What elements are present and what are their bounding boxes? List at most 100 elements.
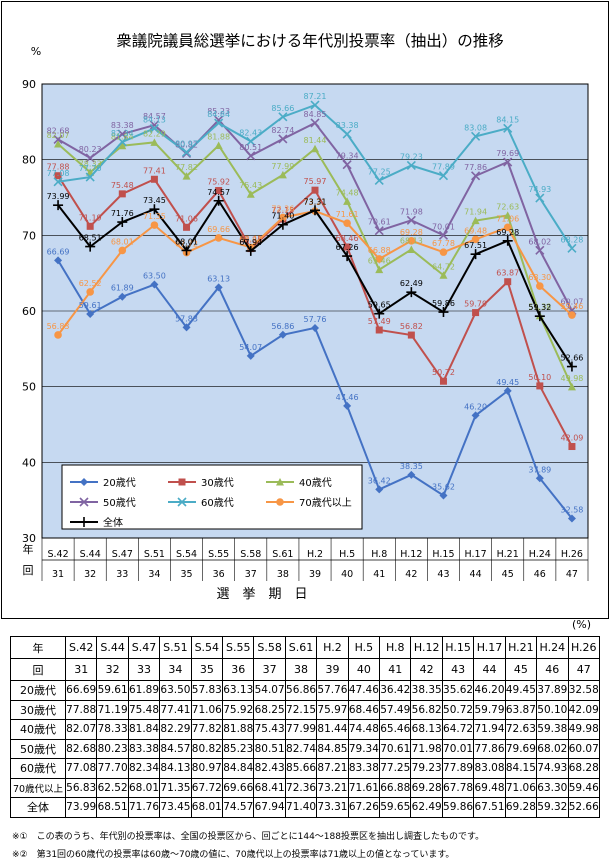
- data-labels: 66.69 59.61 61.89 63.50 57.83 63.13 54.07 56.86…: [47, 92, 584, 514]
- data-label: 82.34: [111, 129, 134, 138]
- data-point: [278, 112, 288, 122]
- y-tick-label: 60: [22, 305, 36, 318]
- table-row-header: 年: [10, 636, 66, 659]
- data-point: [182, 172, 191, 180]
- data-point: [568, 443, 576, 451]
- table-cell: 71.06: [504, 777, 538, 798]
- data-point: [342, 160, 352, 170]
- data-label: 84.84: [207, 110, 230, 119]
- data-label: 59.86: [432, 299, 455, 308]
- table-cell: 82.74: [284, 738, 318, 759]
- table-cell: 59.61: [96, 680, 129, 701]
- data-label: 47.46: [336, 393, 359, 402]
- legend-marker: [80, 478, 88, 486]
- table-cell: 32: [96, 658, 129, 681]
- table-cell: 67.94: [253, 797, 286, 818]
- data-point: [374, 226, 384, 236]
- table-cell: 40: [347, 658, 381, 681]
- table-cell: S.55: [222, 636, 255, 659]
- table-cell: 31: [64, 658, 98, 681]
- data-label: 59.61: [79, 301, 102, 310]
- data-point: [311, 323, 319, 332]
- x-tick-year: S.51: [144, 549, 165, 560]
- table-cell: 65.46: [379, 719, 412, 740]
- table-cell: 37.89: [536, 680, 569, 701]
- data-label: 80.82: [175, 140, 198, 149]
- x-tick-year: S.58: [240, 549, 261, 560]
- data-point: [181, 147, 192, 157]
- data-point: [535, 193, 545, 203]
- data-label: 77.70: [79, 164, 102, 173]
- x-tick-round: 43: [437, 569, 449, 580]
- table-cell: 59.86: [441, 797, 475, 818]
- data-label: 50.10: [528, 373, 551, 382]
- table-cell: 49.98: [567, 719, 600, 740]
- data-label: 82.07: [47, 131, 70, 140]
- table-cell: 68.01: [127, 777, 161, 798]
- data-label: 85.66: [271, 104, 294, 113]
- table-cell: 75.97: [316, 699, 349, 720]
- table-cell: 83.08: [473, 758, 506, 779]
- table-cell: H.21: [504, 636, 538, 659]
- table-cell: 44: [473, 658, 506, 681]
- table-cell: 45: [504, 658, 538, 681]
- data-label: 63.30: [528, 273, 551, 282]
- data-label: 73.99: [47, 192, 70, 201]
- data-point: [471, 411, 480, 420]
- table-cell: 72.63: [504, 719, 538, 740]
- data-label: 57.76: [304, 315, 327, 324]
- legend-label: 40歳代: [299, 477, 332, 489]
- data-point: [568, 311, 576, 319]
- data-label: 59.32: [528, 303, 551, 312]
- y-axis-unit: %: [31, 45, 41, 58]
- data-label: 56.82: [400, 322, 423, 331]
- data-label: 70.01: [432, 222, 455, 231]
- data-label: 77.25: [368, 167, 391, 176]
- table-cell: 56.82: [410, 699, 443, 720]
- table-cell: 66.88: [379, 777, 412, 798]
- data-point: [343, 219, 351, 227]
- table-cell: H.26: [567, 636, 600, 659]
- table-cell: 57.49: [379, 699, 412, 720]
- data-point: [214, 118, 224, 128]
- table-cell: 74.48: [347, 719, 381, 740]
- data-label: 46.20: [464, 402, 487, 411]
- data-point: [503, 223, 512, 232]
- table-cell: 80.82: [190, 738, 224, 759]
- series-4: [53, 100, 577, 253]
- data-label: 67.78: [432, 239, 455, 248]
- data-point: [118, 246, 127, 255]
- legend-label: 70歳代以上: [299, 497, 352, 509]
- table-cell: 72.15: [284, 699, 318, 720]
- table-cell: 62.52: [96, 777, 129, 798]
- data-label: 77.86: [464, 163, 487, 172]
- data-label: 69.28: [400, 228, 423, 237]
- data-label: 63.13: [207, 274, 230, 283]
- data-label: 37.89: [528, 465, 551, 474]
- table-cell: H.2: [316, 636, 349, 659]
- x-tick-year: H.24: [529, 549, 551, 560]
- x-tick-round: 40: [341, 569, 353, 580]
- data-point: [53, 200, 64, 211]
- x-tick-year: H.8: [371, 549, 387, 560]
- data-point: [246, 190, 255, 198]
- data-label: 38.35: [400, 462, 423, 471]
- table-cell: 59.38: [536, 719, 569, 740]
- x-tick-year: S.61: [272, 549, 293, 560]
- data-label: 67.72: [175, 240, 198, 249]
- data-point: [86, 309, 95, 318]
- table-cell: 47: [567, 658, 600, 681]
- data-label: 74.93: [528, 185, 551, 194]
- table-cell: 81.84: [127, 719, 161, 740]
- series-3: [53, 115, 577, 316]
- data-point: [277, 219, 288, 230]
- data-point: [310, 100, 320, 110]
- table-cell: 50.72: [441, 699, 475, 720]
- table-cell: 39: [316, 658, 349, 681]
- data-point: [406, 160, 416, 171]
- legend-label: 30歳代: [201, 477, 234, 489]
- data-point: [471, 235, 480, 244]
- table-row-header: 70歳代以上: [10, 777, 66, 798]
- data-point: [118, 141, 127, 150]
- table-cell: 35.62: [441, 680, 475, 701]
